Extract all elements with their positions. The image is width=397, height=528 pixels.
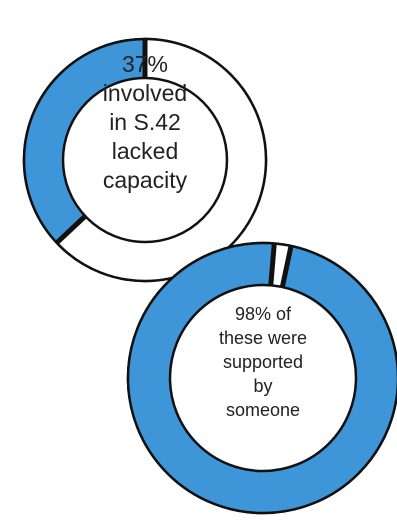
- donut-supported-rim: [126, 241, 397, 515]
- donut-lacked-capacity-text-line-4: lacked: [112, 138, 178, 164]
- donut-chart-supported: 98% of these were supported by someone: [126, 241, 397, 515]
- donut-lacked-capacity-text-line-3: in S.42: [109, 109, 181, 135]
- donut-supported-text-line-2: these were: [219, 328, 307, 348]
- donut-lacked-capacity-text-line-2: involved: [103, 80, 187, 106]
- donut-supported-slice-1: [128, 243, 397, 513]
- donut-supported-text-line-4: by: [253, 376, 272, 396]
- donut-lacked-capacity-slice-1: [24, 39, 146, 243]
- donut-supported-divider-2: [268, 243, 277, 286]
- donut-supported-text-line-1: 98% of: [235, 304, 292, 324]
- donut-chart-lacked-capacity: 37% involved in S.42 lacked capacity: [22, 37, 268, 283]
- donut-lacked-capacity-divider-2: [55, 214, 87, 245]
- donut-lacked-capacity-text-line-1: 37%: [122, 51, 168, 77]
- donut-supported-text-line-5: someone: [226, 400, 300, 420]
- donut-supported-divider-1: [279, 245, 294, 288]
- donut-lacked-capacity-hole: [61, 76, 229, 244]
- donut-lacked-capacity-slice-2: [56, 39, 266, 281]
- donut-lacked-capacity-text-line-5: capacity: [103, 167, 188, 193]
- donut-supported-text-line-3: supported: [223, 352, 303, 372]
- donut-lacked-capacity-rim: [22, 37, 268, 283]
- donut-supported-hole: [168, 283, 358, 473]
